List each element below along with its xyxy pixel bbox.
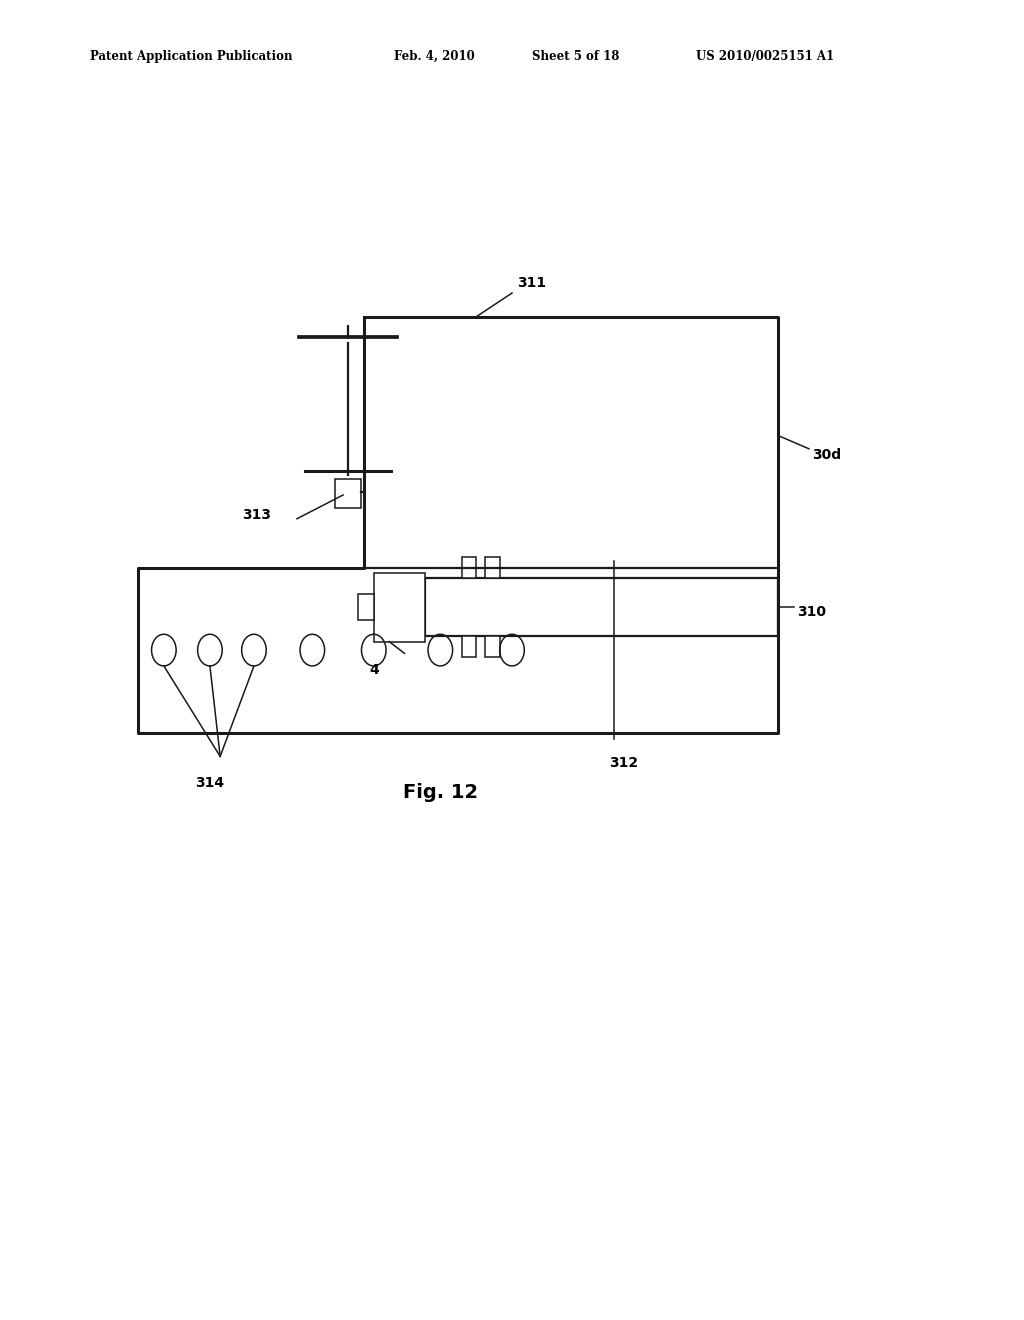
Text: 30d: 30d [812, 449, 841, 462]
Bar [336, 479, 361, 508]
Text: 312: 312 [609, 756, 638, 771]
Bar [462, 557, 476, 578]
Text: Feb. 4, 2010: Feb. 4, 2010 [394, 50, 475, 63]
Bar [485, 636, 500, 657]
Bar [358, 594, 374, 620]
Text: Fig. 12: Fig. 12 [402, 783, 478, 801]
Text: 314: 314 [196, 776, 224, 791]
Bar [462, 636, 476, 657]
Text: Patent Application Publication: Patent Application Publication [90, 50, 293, 63]
Bar [485, 557, 500, 578]
Text: 4: 4 [369, 663, 379, 677]
Text: 310: 310 [797, 606, 825, 619]
Bar [425, 578, 778, 636]
Text: US 2010/0025151 A1: US 2010/0025151 A1 [696, 50, 835, 63]
Text: 313: 313 [242, 508, 270, 521]
Text: 311: 311 [517, 276, 546, 290]
Bar [374, 573, 425, 642]
Text: Sheet 5 of 18: Sheet 5 of 18 [532, 50, 620, 63]
